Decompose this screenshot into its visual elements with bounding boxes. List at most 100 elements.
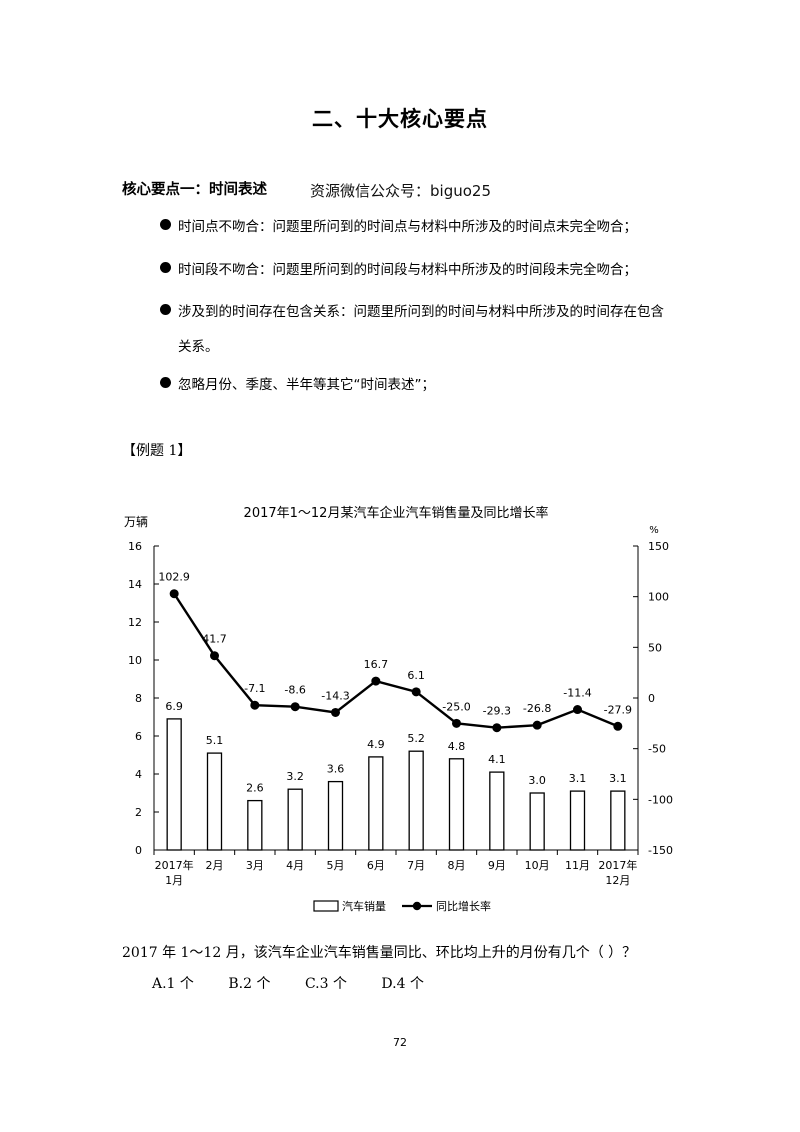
legend-line-marker [412,901,422,911]
bar-12 [610,790,626,851]
option-c[interactable]: C.3 个 [304,976,347,992]
growth-point-2 [210,651,219,661]
growth-label: -8.6 [284,684,305,697]
bar-5 [327,780,344,851]
growth-label: 16.7 [364,658,389,671]
left-axis-label: 万辆 [124,515,148,529]
left-tick-label: 4 [135,768,142,781]
right-tick-label: 0 [648,692,655,705]
growth-label: 102.9 [158,571,190,584]
x-tick-label: 2月 [206,859,224,872]
growth-point-6 [371,676,381,686]
growth-point-4 [290,702,300,712]
growth-line [173,593,619,729]
legend-bar-swatch [313,900,339,912]
question-text: 2017 年 1～12 月，该汽车企业汽车销售量同比、环比均上升的月份有几个（ … [122,945,637,961]
legend-line-label: 同比增长率 [436,899,491,913]
example-label: 【例题 1】 [122,443,192,459]
left-tick-label: 6 [135,730,142,743]
bullet-continuation: 关系。 [178,339,219,355]
right-tick-label: 100 [648,591,669,604]
growth-label: -14.3 [321,689,349,702]
growth-point-7 [411,687,421,697]
growth-label: -27.9 [604,703,632,716]
left-tick-label: 0 [135,844,142,857]
bar-label: 5.1 [206,734,224,747]
bar-label: 4.9 [367,738,385,751]
left-tick-label: 12 [128,616,142,629]
bullet-dot-icon [160,219,171,230]
growth-label: -25.0 [442,700,470,713]
bullet-dot-icon [160,262,171,273]
left-tick-label: 10 [128,654,142,667]
x-tick-label: 5月 [327,859,345,872]
x-tick-label: 4月 [286,859,304,872]
page-number: 72 [393,1036,407,1049]
option-b[interactable]: B.2 个 [228,976,271,992]
growth-label: -11.4 [563,687,591,700]
left-tick-label: 16 [128,540,142,553]
x-tick-label: 1月 [165,874,183,887]
bullet-dot-icon [160,304,171,315]
right-tick-label: 50 [648,641,662,654]
x-tick-label: 8月 [448,859,466,872]
right-tick-label: -50 [648,743,666,756]
x-tick-label: 3月 [246,859,264,872]
watermark-text: 资源微信公众号：biguo25 [310,182,491,200]
growth-label: 41.7 [202,633,227,646]
growth-label: -29.3 [483,705,511,718]
left-tick-label: 2 [135,806,142,819]
bar-label: 5.2 [407,732,425,745]
growth-point-9 [492,723,502,733]
bar-label: 4.1 [488,753,506,766]
growth-point-10 [532,720,542,730]
bullet-dot-icon [160,377,171,388]
bar-label: 3.1 [569,772,587,785]
growth-point-1 [169,589,179,599]
bar-label: 2.6 [246,782,263,795]
x-tick-label: 7月 [407,859,425,872]
bar-6 [368,756,384,851]
section-heading: 核心要点一：时间表述 [122,182,267,198]
legend-bar-label: 汽车销量 [342,899,386,913]
x-tick-label: 6月 [367,859,385,872]
x-tick-label: 12月 [605,874,630,887]
bar-label: 3.2 [286,770,304,783]
bar-label: 3.6 [327,763,345,776]
growth-point-3 [250,700,260,710]
chart-title: 2017年1～12月某汽车企业汽车销售量及同比增长率 [244,505,549,521]
bar-label: 3.1 [609,772,627,785]
bar-1 [166,718,182,851]
x-tick-label: 9月 [488,859,506,872]
x-tick-label: 10月 [525,859,550,872]
right-axis-label: % [649,525,659,536]
bar-label: 4.8 [448,740,466,753]
growth-point-5 [331,707,340,717]
right-tick-label: 150 [648,540,669,553]
left-tick-label: 14 [128,578,142,591]
bar-8 [448,758,465,851]
bar-10 [529,792,545,851]
bar-3 [247,799,263,851]
x-tick-label: 2017年 [155,858,194,872]
bar-7 [408,750,424,851]
left-tick-label: 8 [135,692,142,705]
growth-point-8 [452,718,461,728]
bar-4 [287,788,303,851]
x-tick-label: 2017年 [598,858,637,872]
option-a[interactable]: A.1 个 [152,976,194,992]
x-tick-label: 11月 [565,859,590,872]
page-title: 二、十大核心要点 [312,107,488,131]
bar-11 [569,790,586,851]
bar-9 [489,771,505,851]
right-tick-label: -100 [648,793,673,806]
option-d[interactable]: D.4 个 [381,976,424,992]
bar-2 [206,752,223,851]
growth-label: -26.8 [523,702,551,715]
right-tick-label: -150 [648,844,673,857]
bar-label: 6.9 [165,700,183,713]
answer-options: A.1 个 B.2 个 C.3 个 D.4 个 [152,973,454,993]
growth-label: -7.1 [244,682,265,695]
growth-label: 6.1 [407,669,425,682]
